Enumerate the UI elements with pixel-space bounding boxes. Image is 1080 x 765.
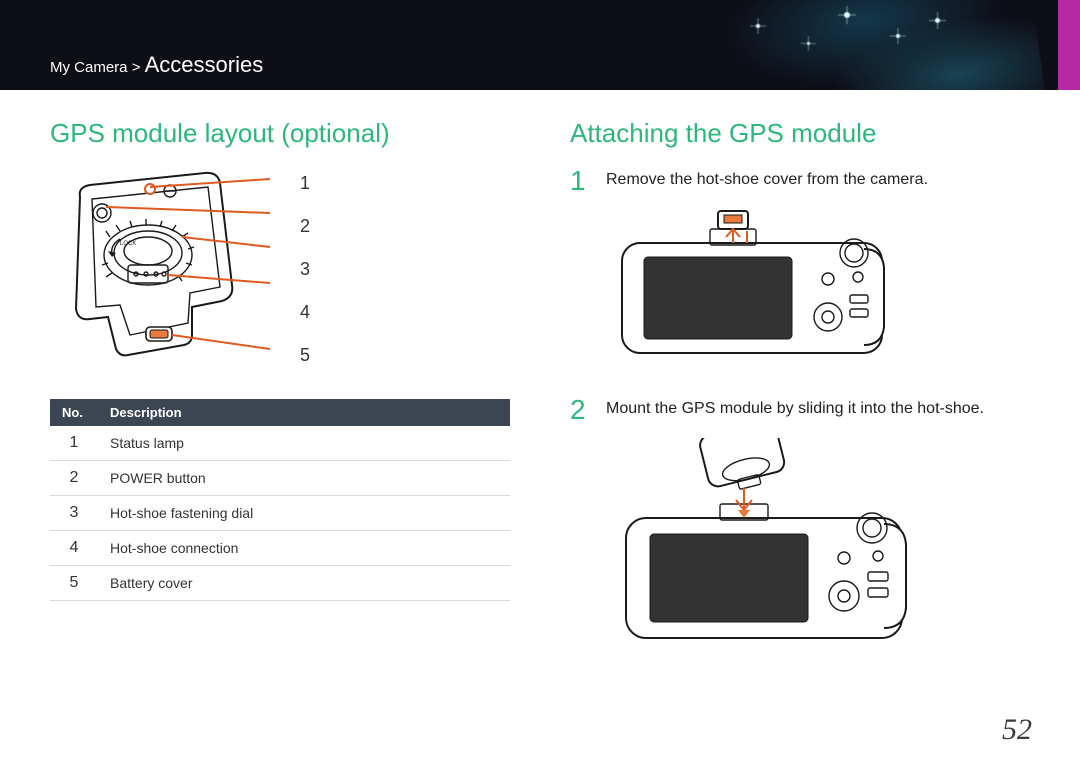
- parts-no: 5: [50, 566, 98, 601]
- step-text: Remove the hot-shoe cover from the camer…: [606, 167, 928, 195]
- sparkle-icon: [807, 42, 810, 45]
- breadcrumb-section: Accessories: [145, 52, 264, 77]
- accent-stripe: [1058, 0, 1080, 90]
- step-2-figure: .d1{fill:#fff;stroke:#1a1a1a;stroke-widt…: [602, 438, 1030, 663]
- parts-desc: Hot-shoe fastening dial: [98, 496, 510, 531]
- step-number: 2: [570, 396, 592, 424]
- step-1: 1 Remove the hot-shoe cover from the cam…: [570, 167, 1030, 195]
- page-number: 52: [1002, 713, 1032, 747]
- parts-th-no: No.: [50, 399, 98, 426]
- callout-numbers: 1 2 3 4 5: [300, 167, 310, 366]
- right-column: Attaching the GPS module 1 Remove the ho…: [570, 118, 1030, 685]
- camera-remove-cover-illustration: .c1{fill:#fff;stroke:#1a1a1a;stroke-widt…: [602, 209, 902, 369]
- gps-module-diagram: .lw{ fill:#fff; stroke:#1a1a1a; stroke-w…: [50, 167, 510, 377]
- breadcrumb-category: My Camera: [50, 59, 128, 76]
- gps-module-illustration: .lw{ fill:#fff; stroke:#1a1a1a; stroke-w…: [50, 167, 280, 377]
- table-row: 4 Hot-shoe connection: [50, 531, 510, 566]
- left-column: GPS module layout (optional) .lw{ fill:#…: [50, 118, 510, 685]
- callout-number: 4: [300, 302, 310, 323]
- breadcrumb-separator: >: [132, 59, 141, 76]
- sparkle-icon: [935, 18, 940, 23]
- table-row: 3 Hot-shoe fastening dial: [50, 496, 510, 531]
- step-number: 1: [570, 167, 592, 195]
- step-2: 2 Mount the GPS module by sliding it int…: [570, 396, 1030, 424]
- sparkle-icon: [756, 24, 760, 28]
- callout-number: 3: [300, 259, 310, 280]
- header-band: My Camera > Accessories: [0, 0, 1080, 90]
- table-row: 5 Battery cover: [50, 566, 510, 601]
- right-heading: Attaching the GPS module: [570, 118, 1030, 149]
- breadcrumb: My Camera > Accessories: [50, 52, 263, 78]
- parts-no: 2: [50, 461, 98, 496]
- table-row: 1 Status lamp: [50, 426, 510, 461]
- parts-no: 4: [50, 531, 98, 566]
- parts-desc: Status lamp: [98, 426, 510, 461]
- callout-number: 2: [300, 216, 310, 237]
- parts-no: 3: [50, 496, 98, 531]
- camera-mount-gps-illustration: .d1{fill:#fff;stroke:#1a1a1a;stroke-widt…: [602, 438, 922, 658]
- callout-number: 5: [300, 345, 310, 366]
- parts-table: No. Description 1 Status lamp 2 POWER bu…: [50, 399, 510, 601]
- step-text: Mount the GPS module by sliding it into …: [606, 396, 984, 424]
- left-heading: GPS module layout (optional): [50, 118, 510, 149]
- parts-desc: Hot-shoe connection: [98, 531, 510, 566]
- parts-desc: POWER button: [98, 461, 510, 496]
- parts-no: 1: [50, 426, 98, 461]
- table-row: 2 POWER button: [50, 461, 510, 496]
- callout-number: 1: [300, 173, 310, 194]
- sparkle-icon: [844, 12, 850, 18]
- step-1-figure: .c1{fill:#fff;stroke:#1a1a1a;stroke-widt…: [602, 209, 1030, 374]
- lock-label: LOCK: [120, 241, 136, 247]
- page-body: GPS module layout (optional) .lw{ fill:#…: [0, 90, 1080, 685]
- sparkle-icon: [896, 34, 900, 38]
- parts-th-desc: Description: [98, 399, 510, 426]
- parts-desc: Battery cover: [98, 566, 510, 601]
